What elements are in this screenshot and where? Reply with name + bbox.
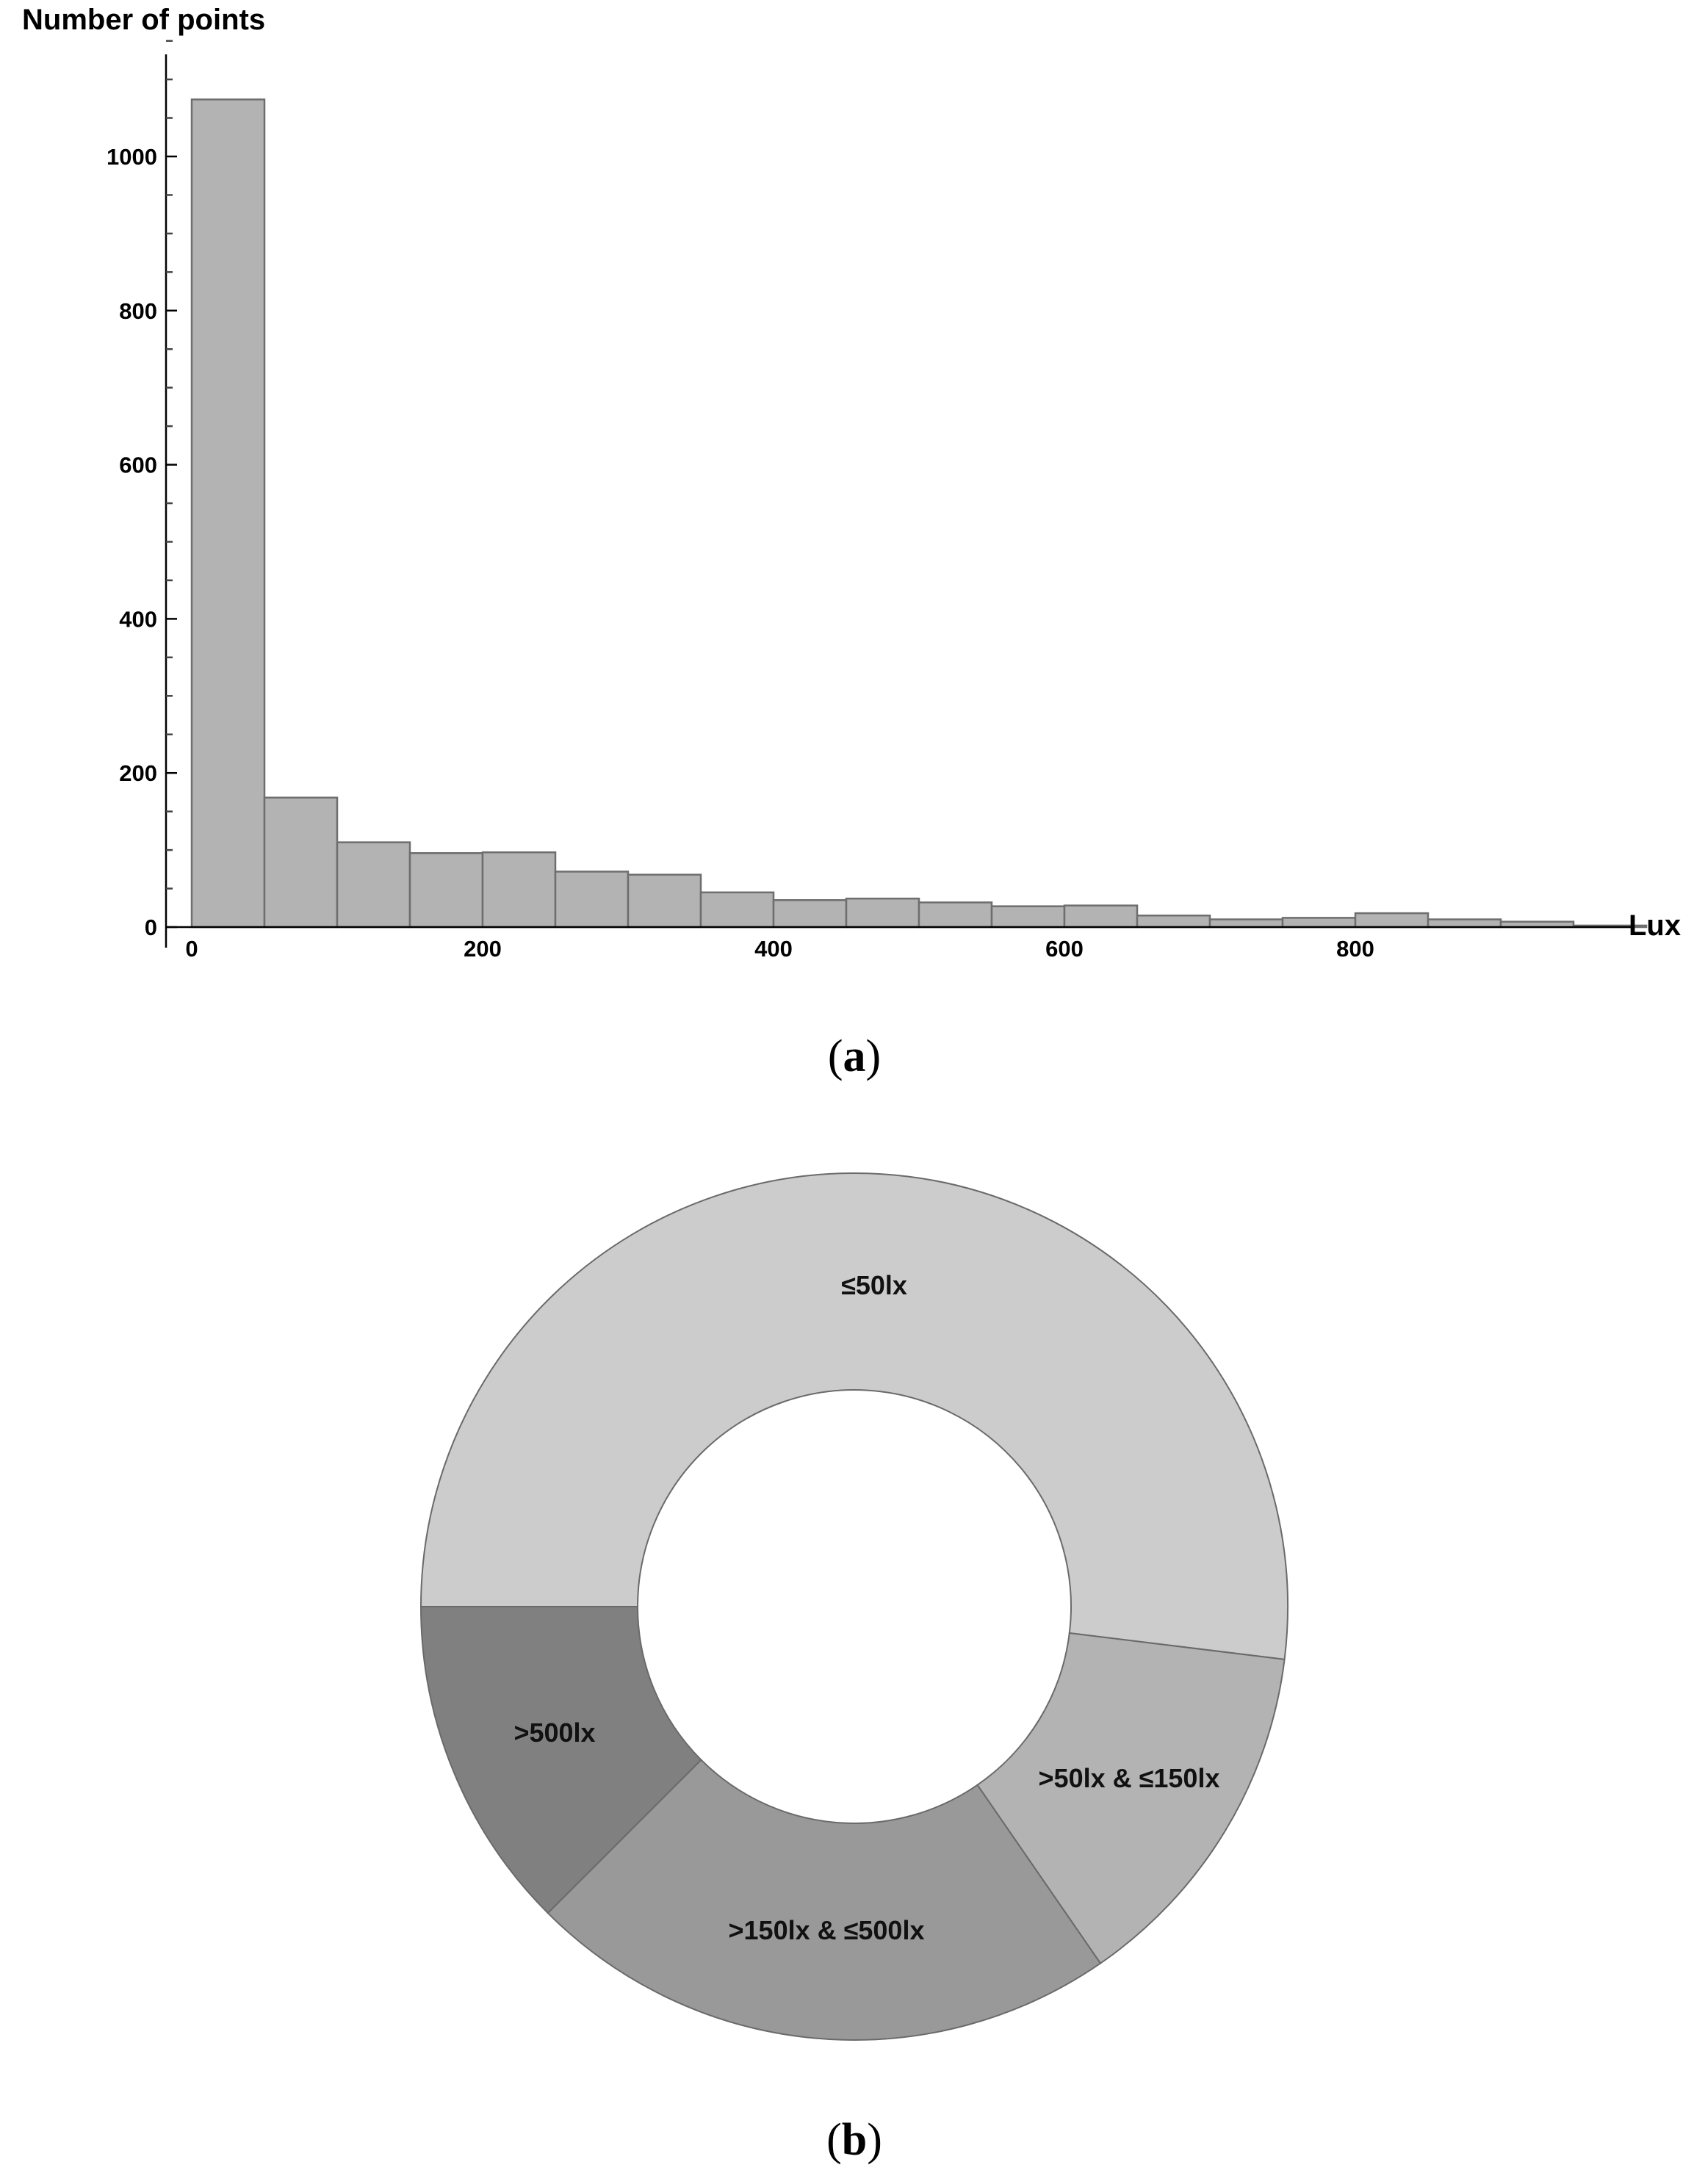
panel-b-label: (b)	[826, 2115, 882, 2165]
histogram-bar	[1281, 917, 1357, 929]
panel-a-label: (a)	[828, 1031, 881, 1081]
histogram-bars	[190, 98, 1648, 929]
slice-50-150lx	[976, 1632, 1286, 1964]
histogram-bar	[1427, 918, 1502, 929]
histogram-bar	[408, 852, 484, 929]
x-tick-label: 800	[1336, 936, 1374, 962]
slice-label-150-500lx: >150lx & ≤500lx	[729, 1915, 925, 1945]
y-axis-title: Number of points	[22, 4, 265, 36]
x-tick-label: 600	[1045, 936, 1084, 962]
histogram-bar	[845, 897, 920, 929]
slice-label-le-50lx: ≤50lx	[841, 1270, 907, 1300]
histogram-bar	[1208, 918, 1284, 929]
histogram-bar	[772, 899, 848, 929]
histogram-bar	[918, 901, 993, 929]
y-tick-label: 600	[119, 453, 157, 478]
x-axis-title: Lux	[1629, 909, 1681, 942]
histogram-bar	[627, 873, 702, 929]
y-axis-ticks: 0 200 400 600 800 1000	[107, 40, 177, 940]
histogram-bar	[481, 851, 557, 929]
slice-gt-500lx	[419, 1606, 702, 1914]
histogram-bar	[336, 841, 411, 929]
donut-panel: ≤50lx >50lx & ≤150lx >150lx & ≤500lx >50…	[419, 1172, 1288, 2165]
histogram-panel: Number of points 0 200 400 600 800 1000 0 200 4…	[22, 4, 1681, 1081]
histogram-bar	[263, 796, 339, 929]
histogram-bar	[699, 891, 775, 929]
y-tick-label: 400	[119, 606, 157, 632]
slice-label-50-150lx: >50lx & ≤150lx	[1039, 1763, 1220, 1793]
x-tick-label: 0	[185, 936, 198, 962]
slice-le-50lx	[419, 1172, 1288, 1661]
histogram-bar	[554, 871, 630, 929]
slice-150-500lx	[547, 1759, 1102, 2041]
y-tick-label: 0	[145, 915, 157, 940]
histogram-bar	[1063, 904, 1139, 929]
histogram-bar	[990, 905, 1066, 929]
x-tick-label: 200	[464, 936, 502, 962]
y-tick-label: 200	[119, 760, 157, 786]
histogram-bar	[1136, 915, 1211, 929]
histogram-bar	[1354, 912, 1430, 929]
x-tick-label: 400	[754, 936, 793, 962]
y-tick-label: 1000	[107, 144, 157, 170]
y-tick-label: 800	[119, 298, 157, 324]
histogram-bar	[190, 98, 266, 929]
x-axis-ticks: 0 200 400 600 800	[185, 936, 1374, 962]
slice-label-gt-500lx: >500lx	[513, 1718, 595, 1748]
